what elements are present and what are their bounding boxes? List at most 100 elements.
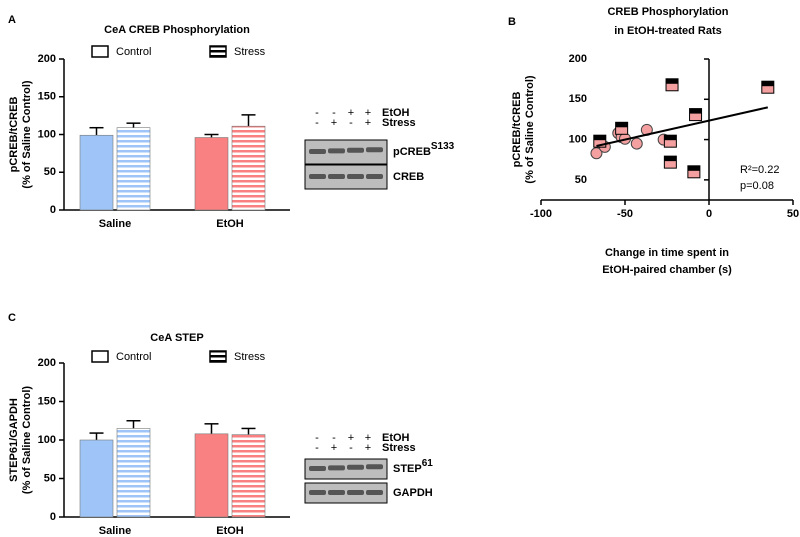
blot-band — [366, 147, 383, 153]
point — [687, 165, 701, 179]
y-tick-label: 0 — [50, 204, 56, 216]
band-label: CREB — [393, 171, 424, 183]
x-tick-label: -50 — [617, 208, 633, 220]
y-axis-label: pCREB/tCREB — [511, 92, 523, 168]
treatment-sign: + — [331, 117, 337, 129]
blot-band — [309, 466, 326, 471]
point-top — [593, 135, 606, 141]
blot-band — [309, 490, 326, 495]
band-name: pCREB — [393, 146, 431, 158]
y-tick-label: 150 — [38, 395, 56, 407]
legend-swatch — [209, 350, 227, 363]
treatment-sign: - — [315, 107, 319, 119]
treatment-sign: - — [349, 442, 353, 454]
treatment-label: Stress — [382, 442, 416, 454]
chart-title: in EtOH-treated Rats — [614, 25, 722, 37]
chart-title: CREB Phosphorylation — [607, 6, 728, 18]
x-tick-label: EtOH — [216, 525, 244, 537]
y-tick-label: 100 — [38, 128, 56, 140]
treatment-sign: + — [348, 107, 354, 119]
bar — [194, 137, 229, 211]
bar — [79, 134, 114, 211]
band-name: GAPDH — [393, 487, 433, 499]
bar — [116, 127, 151, 211]
point — [615, 121, 629, 135]
blot-band — [328, 148, 345, 154]
treatment-sign: - — [349, 117, 353, 129]
blot-band — [328, 174, 345, 179]
panel-letter: A — [8, 14, 16, 26]
bar — [79, 439, 114, 518]
point — [590, 147, 603, 160]
treatment-sign: - — [315, 442, 319, 454]
y-axis-label: STEP61/GAPDH — [8, 398, 20, 482]
y-tick-label: 0 — [50, 511, 56, 523]
y-axis-label: (% of Saline Control) — [524, 75, 536, 184]
blot-band — [366, 490, 383, 495]
band-name: CREB — [393, 171, 424, 183]
blot-band — [309, 174, 326, 179]
treatment-sign: - — [332, 107, 336, 119]
point — [761, 80, 775, 94]
treatment-sign: + — [348, 432, 354, 444]
point-top — [689, 108, 702, 114]
point-top — [687, 165, 700, 171]
chart-title: CeA STEP — [150, 332, 203, 344]
point — [663, 155, 677, 169]
legend-swatch — [209, 45, 227, 58]
blot-band — [328, 465, 345, 471]
x-tick-label: EtOH — [216, 218, 244, 230]
x-tick-label: Saline — [99, 218, 131, 230]
legend-label: Stress — [234, 351, 266, 363]
treatment-label: Stress — [382, 117, 416, 129]
band-label: pCREBS133 — [393, 141, 455, 158]
bar — [231, 434, 266, 518]
x-axis-label: Change in time spent in — [605, 247, 729, 259]
treatment-sign: - — [315, 432, 319, 444]
bar — [194, 433, 229, 518]
x-tick-label: -100 — [530, 208, 552, 220]
legend-label: Control — [116, 46, 151, 58]
x-axis-label: EtOH-paired chamber (s) — [602, 264, 732, 276]
band-name: STEP — [393, 463, 422, 475]
bar — [116, 428, 151, 518]
legend-label: Stress — [234, 46, 266, 58]
panel-letter: B — [508, 16, 516, 28]
blot-band — [328, 490, 345, 495]
chart-title: CeA CREB Phosphorylation — [104, 24, 250, 36]
y-axis-label: (% of Saline Control) — [21, 80, 33, 189]
blot-band — [366, 174, 383, 179]
treatment-sign: + — [365, 432, 371, 444]
y-axis-label: (% of Saline Control) — [21, 386, 33, 495]
y-axis-label: pCREB/tCREB — [8, 97, 20, 173]
annotation: R²=0.22 — [740, 164, 779, 176]
x-tick-label: 0 — [706, 208, 712, 220]
band-label: GAPDH — [393, 487, 433, 499]
y-tick-label: 50 — [44, 166, 56, 178]
y-tick-label: 50 — [44, 472, 56, 484]
y-tick-label: 100 — [569, 133, 587, 145]
blot-band — [366, 464, 383, 470]
band-superscript: S133 — [431, 141, 455, 152]
y-tick-label: 200 — [569, 53, 587, 65]
treatment-sign: - — [315, 117, 319, 129]
point-top — [664, 156, 677, 162]
bar — [231, 125, 266, 211]
annotation: p=0.08 — [740, 180, 774, 192]
point-top — [664, 135, 677, 141]
x-tick-label: Saline — [99, 525, 131, 537]
point-top — [761, 81, 774, 87]
y-tick-label: 150 — [569, 93, 587, 105]
panel-letter: C — [8, 312, 16, 324]
treatment-label: EtOH — [382, 107, 410, 119]
legend-label: Control — [116, 351, 151, 363]
treatment-sign: - — [332, 432, 336, 444]
y-tick-label: 200 — [38, 357, 56, 369]
band-superscript: 61 — [422, 458, 434, 469]
y-tick-label: 150 — [38, 91, 56, 103]
point — [663, 134, 677, 148]
x-tick-label: 50 — [787, 208, 799, 220]
blot-band — [347, 147, 364, 153]
blot-strip — [304, 482, 388, 504]
y-tick-label: 200 — [38, 53, 56, 65]
